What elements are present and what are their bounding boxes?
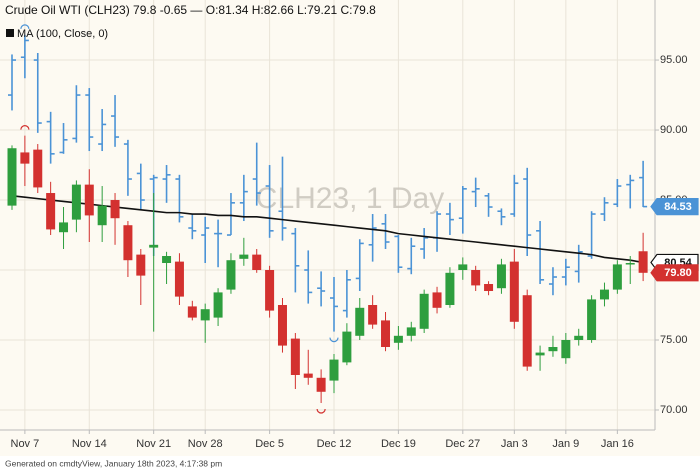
- candle-body: [535, 352, 545, 356]
- chart-title: Crude Oil WTI (CLH23) 79.8 -0.65 — O:81.…: [5, 3, 376, 17]
- candle-body: [162, 256, 172, 264]
- candle-body: [316, 377, 326, 392]
- candle-body: [509, 261, 519, 322]
- y-tick-label: 95.00: [660, 54, 688, 66]
- candle-body: [252, 254, 262, 271]
- candle-body: [471, 270, 481, 286]
- high-marker: [20, 24, 30, 29]
- y-tick-label: 75.00: [660, 334, 688, 346]
- candle-body: [445, 272, 455, 306]
- candle-body: [355, 307, 365, 336]
- candle-body: [522, 295, 532, 367]
- candle-body: [638, 251, 648, 273]
- candle-body: [393, 335, 403, 343]
- x-tick-label: Jan 3: [501, 438, 528, 450]
- candle-body: [239, 254, 249, 259]
- candle-body: [123, 225, 133, 261]
- low-marker: [329, 337, 339, 343]
- x-tick-label: Nov 28: [188, 438, 223, 450]
- y-tick-label: 70.00: [660, 404, 688, 416]
- candle-body: [599, 289, 609, 300]
- candle-body: [59, 222, 69, 233]
- high-marker: [20, 125, 30, 130]
- candle-body: [303, 373, 313, 378]
- y-tick-label: 90.00: [660, 124, 688, 136]
- candle-body: [7, 148, 17, 206]
- x-tick-label: Nov 7: [11, 438, 40, 450]
- candle-body: [290, 338, 300, 375]
- legend-swatch: [6, 29, 14, 37]
- price-tag-label: 79.80: [664, 267, 692, 279]
- footer-band: [0, 456, 700, 472]
- low-marker: [316, 408, 326, 414]
- candle-body: [187, 306, 197, 318]
- candle-body: [265, 270, 275, 311]
- candle-body: [33, 149, 43, 188]
- candle-body: [84, 184, 94, 216]
- x-tick-label: Dec 19: [381, 438, 416, 450]
- candle-body: [110, 200, 120, 219]
- candle-body: [20, 152, 30, 164]
- price-tag: [650, 264, 699, 282]
- x-tick-label: Dec 5: [255, 438, 284, 450]
- candle-body: [625, 263, 635, 265]
- candle-body: [136, 254, 146, 276]
- candle-body: [368, 305, 378, 325]
- candle-body: [174, 261, 184, 297]
- candle-body: [277, 305, 287, 346]
- candle-body: [46, 193, 56, 230]
- x-tick-label: Nov 21: [136, 438, 171, 450]
- x-tick-label: Jan 9: [552, 438, 579, 450]
- candle-body: [419, 293, 429, 329]
- candle-body: [71, 184, 81, 220]
- watermark: CLH23, 1 Day: [256, 182, 444, 215]
- candle-body: [548, 346, 558, 352]
- candle-body: [612, 264, 622, 290]
- candle-body: [458, 264, 468, 271]
- candle-body: [97, 205, 107, 226]
- candle-body: [342, 331, 352, 363]
- candle-body: [226, 260, 236, 290]
- candle-body: [561, 339, 571, 359]
- x-tick-label: Jan 16: [601, 438, 634, 450]
- candle-body: [574, 335, 584, 340]
- candle-body: [484, 284, 494, 292]
- x-tick-label: Nov 14: [72, 438, 107, 450]
- candle-body: [496, 264, 506, 289]
- candle-body: [432, 292, 442, 308]
- candle-body: [329, 359, 339, 381]
- x-tick-label: Dec 12: [317, 438, 352, 450]
- footer: Generated on cmdtyView, January 18th 202…: [5, 458, 222, 468]
- price-tag: [650, 198, 699, 216]
- candle-body: [200, 309, 210, 321]
- candle-body: [587, 299, 597, 340]
- candle-body: [213, 292, 223, 318]
- x-tick-label: Dec 27: [445, 438, 480, 450]
- candle-body: [381, 320, 391, 347]
- plot: [7, 24, 648, 414]
- price-tag-label: 84.53: [664, 201, 692, 213]
- candle-body: [149, 244, 159, 248]
- candle-body: [406, 327, 416, 336]
- legend-label: MA (100, Close, 0): [17, 28, 108, 40]
